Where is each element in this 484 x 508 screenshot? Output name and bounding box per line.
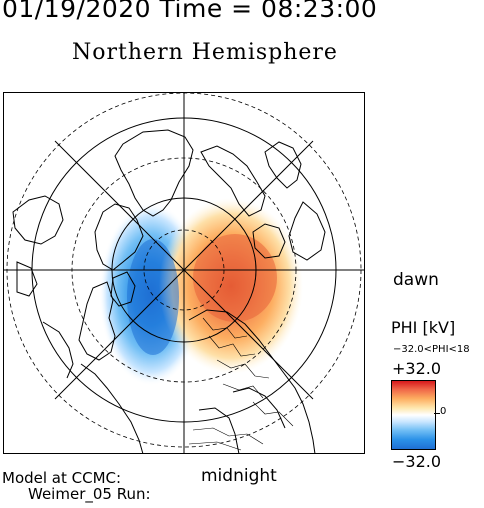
colorbar-max-label: +32.0 — [392, 359, 442, 378]
colorbar-zero-tick — [434, 413, 440, 414]
colorbar-min-label: −32.0 — [392, 452, 442, 471]
dawn-label: dawn — [393, 270, 439, 290]
colorbar-range: −32.0<PHI<18 — [393, 344, 470, 355]
coastlines — [12, 129, 326, 454]
state-borders — [188, 317, 294, 451]
map-frame — [3, 92, 365, 454]
colorbar — [391, 380, 436, 450]
model-line-1: Model at CCMC: — [2, 469, 122, 487]
timestamp: 01/19/2020 Time = 08:23:00 — [2, 0, 378, 23]
model-line-2: Weimer_05 Run: — [28, 485, 151, 503]
hemisphere-title: Northern Hemisphere — [72, 40, 338, 65]
polar-map — [3, 92, 365, 454]
midnight-label: midnight — [201, 466, 277, 486]
meridian-lines — [3, 92, 365, 454]
colorbar-title: PHI [kV] — [391, 318, 456, 337]
colorbar-zero-label: 0 — [440, 406, 447, 417]
